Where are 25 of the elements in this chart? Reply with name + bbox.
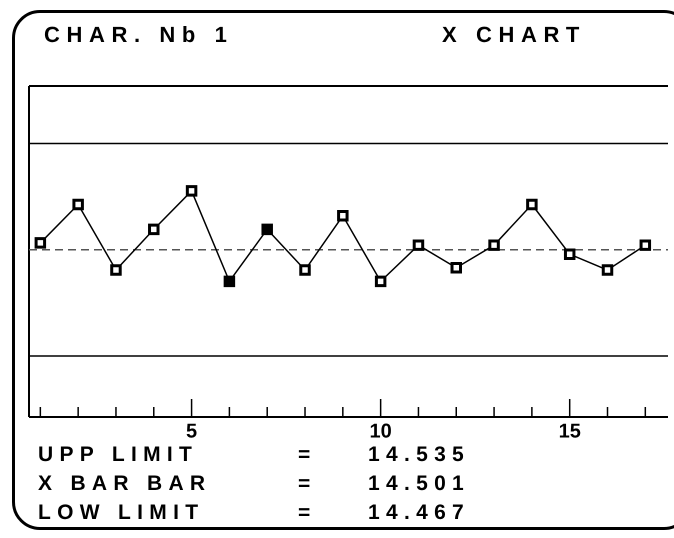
text: LOW LIMIT = 14.467: [38, 501, 470, 524]
point: [412, 239, 424, 251]
x-tick-label: 10: [370, 420, 392, 443]
x-tick-label: 5: [186, 420, 198, 443]
point: [564, 248, 576, 260]
point: [602, 264, 614, 276]
point: [34, 237, 46, 249]
point: [374, 276, 386, 288]
chart-title: CHAR. Nb 1: [44, 22, 234, 48]
point: [488, 239, 500, 251]
point: [526, 198, 538, 210]
point: [148, 224, 160, 236]
point: [110, 264, 122, 276]
point: [337, 210, 349, 222]
point: [299, 264, 311, 276]
point: [450, 262, 462, 274]
point: [186, 185, 198, 197]
point: [224, 276, 236, 288]
point: [640, 239, 652, 251]
point: [72, 198, 84, 210]
text: X BAR BAR = 14.501: [38, 472, 470, 495]
chart-subtitle: X CHART: [442, 22, 586, 48]
x-tick-label: 15: [558, 420, 581, 443]
point: [261, 224, 273, 236]
text: UPP LIMIT = 14.535: [38, 443, 470, 466]
